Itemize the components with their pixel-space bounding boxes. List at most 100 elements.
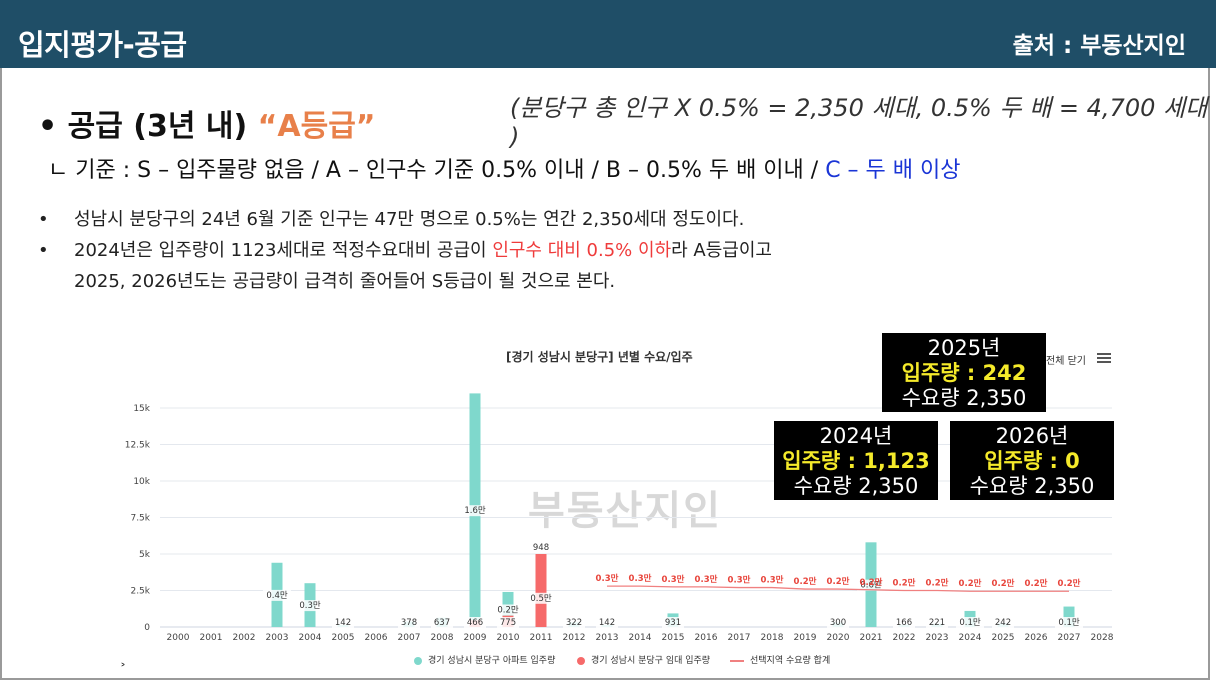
callout-2026: 2026년 입주량 : 0 수요량 2,350 — [950, 421, 1114, 500]
legend-demand[interactable]: 선택지역 수요량 합계 — [730, 653, 830, 666]
data-label-demand: 0.2만 — [1058, 578, 1081, 589]
bullet-2-cont: 2025, 2026년도는 공급량이 급격히 줄어들어 S등급이 될 것으로 본… — [74, 271, 616, 292]
chart-title: [경기 성남시 분당구] 년별 수요/입주 — [506, 350, 693, 364]
bullet-2-red: 인구수 대비 0.5% 이하 — [492, 240, 672, 261]
x-tick-label: 2015 — [662, 633, 685, 643]
y-tick-label: 15k — [133, 404, 150, 414]
data-label-apartment: 637 — [434, 618, 450, 628]
data-label-demand: 0.2만 — [926, 578, 949, 589]
data-label-total: 948 — [533, 543, 549, 553]
legend-label: 선택지역 수요량 합계 — [750, 656, 831, 666]
header-bar: 입지평가-공급 출처 : 부동산지인 — [0, 0, 1216, 68]
criteria-line: ㄴ 기준 : S – 입주물량 없음 / A – 인구수 기준 0.5% 이내 … — [48, 152, 961, 184]
data-label-bg — [461, 505, 489, 517]
data-label-apartment: 242 — [995, 618, 1011, 628]
data-label-bg — [527, 592, 555, 604]
bullet-dot: • — [38, 209, 49, 230]
x-tick-label: 2011 — [530, 633, 553, 643]
data-label-apartment: 221 — [929, 618, 945, 628]
data-label-apartment: 0.2만 — [497, 605, 519, 615]
data-label-demand: 0.2만 — [1025, 578, 1048, 589]
callout-year: 2025년 — [927, 336, 1001, 360]
callout-year: 2024년 — [819, 424, 893, 448]
x-tick-label: 2019 — [794, 633, 817, 643]
data-label-demand: 0.3만 — [728, 575, 751, 586]
criteria-c: C – 두 배 이상 — [825, 158, 961, 183]
legend-swatch — [414, 656, 422, 665]
data-label-bg — [530, 542, 552, 553]
data-label-bg — [296, 600, 324, 612]
data-label-bg — [1055, 617, 1083, 628]
x-tick-label: 2022 — [893, 633, 916, 643]
data-label-bg — [563, 617, 585, 628]
data-label-demand: 0.2만 — [794, 576, 817, 587]
page-title: 입지평가-공급 — [18, 28, 187, 62]
x-tick-label: 2001 — [200, 633, 223, 643]
data-label-apartment: 0.6만 — [860, 581, 882, 591]
data-label-bg — [494, 604, 522, 616]
x-tick-label: 2012 — [563, 633, 586, 643]
data-label-apartment: 931 — [665, 618, 681, 628]
watermark: 부동산지인 — [528, 488, 722, 534]
x-tick-label: 2016 — [695, 633, 718, 643]
data-label-apartment: 1.6만 — [464, 506, 486, 516]
y-tick-label: 2.5k — [130, 587, 150, 597]
x-tick-label: 2003 — [266, 633, 289, 643]
bar-apartment — [1063, 606, 1075, 627]
legend-label: 경기 성남시 분당구 아파트 입주량 — [428, 656, 556, 666]
bar-rental — [535, 554, 547, 627]
data-label-apartment: 378 — [401, 618, 417, 628]
collapse-all-button[interactable]: 전체 닫기 — [1046, 356, 1086, 367]
data-label-apartment: 0.1만 — [959, 618, 981, 628]
data-label-bg — [263, 589, 291, 601]
data-label-rental: 0.5만 — [530, 594, 552, 604]
x-tick-label: 2023 — [926, 633, 949, 643]
data-label-rental: 466 — [467, 618, 483, 628]
x-tick-label: 2008 — [431, 633, 454, 643]
grade-label: “A등급” — [257, 109, 376, 144]
legend-rental[interactable]: 경기 성남시 분당구 임대 입주량 — [577, 653, 710, 666]
criteria-main: ㄴ 기준 : S – 입주물량 없음 / A – 인구수 기준 0.5% 이내 … — [48, 158, 826, 183]
menu-icon[interactable] — [1097, 353, 1111, 363]
callout-supply: 입주량 : 0 — [984, 449, 1080, 473]
source-label: 출처 : 부동산지인 — [1012, 33, 1186, 59]
y-tick-label: 5k — [139, 550, 151, 560]
data-label-bg — [662, 617, 684, 628]
callout-demand: 수요량 2,350 — [969, 474, 1095, 498]
demand-line — [607, 585, 1069, 592]
legend-apartment[interactable]: 경기 성남시 분당구 아파트 입주량 — [414, 653, 555, 666]
x-tick-label: 2002 — [233, 633, 256, 643]
x-tick-label: 2007 — [398, 633, 421, 643]
legend-label: 경기 성남시 분당구 임대 입주량 — [591, 656, 711, 666]
data-label-demand: 0.3만 — [695, 574, 718, 585]
data-label-demand: 0.2만 — [893, 578, 916, 589]
legend-swatch — [577, 656, 585, 665]
data-label-apartment: 0.1만 — [1058, 618, 1080, 628]
callout-year: 2026년 — [995, 424, 1069, 448]
bullet-2-post: 라 A등급이고 — [671, 240, 772, 261]
data-label-bg — [992, 617, 1014, 628]
corner-mark: ˃ — [120, 662, 126, 676]
bullet-2-pre: 2024년은 입주량이 1123세대로 적정수요대비 공급이 — [74, 240, 493, 261]
x-tick-label: 2028 — [1091, 633, 1114, 643]
data-label-bg — [332, 617, 354, 628]
legend-swatch — [730, 659, 744, 662]
data-label-rental: 775 — [500, 618, 516, 628]
data-label-bg — [464, 617, 486, 628]
callout-2025: 2025년 입주량 : 242 수요량 2,350 — [882, 333, 1046, 412]
x-tick-label: 2009 — [464, 633, 487, 643]
data-label-apartment: 166 — [896, 618, 912, 628]
x-tick-label: 2025 — [992, 633, 1015, 643]
x-tick-label: 2027 — [1058, 633, 1081, 643]
y-tick-label: 0 — [144, 623, 150, 633]
data-label-demand: 0.3만 — [761, 575, 784, 586]
data-label-bg — [398, 617, 420, 628]
x-tick-label: 2013 — [596, 633, 619, 643]
data-label-demand: 0.2만 — [860, 577, 883, 588]
data-label-demand: 0.2만 — [827, 576, 850, 587]
x-tick-label: 2010 — [497, 633, 520, 643]
data-label-demand: 0.2만 — [959, 578, 982, 589]
data-label-demand: 0.3만 — [662, 574, 685, 585]
bullet-2: • 2024년은 입주량이 1123세대로 적정수요대비 공급이 인구수 대비 0… — [38, 236, 772, 262]
callout-2024: 2024년 입주량 : 1,123 수요량 2,350 — [774, 421, 938, 500]
